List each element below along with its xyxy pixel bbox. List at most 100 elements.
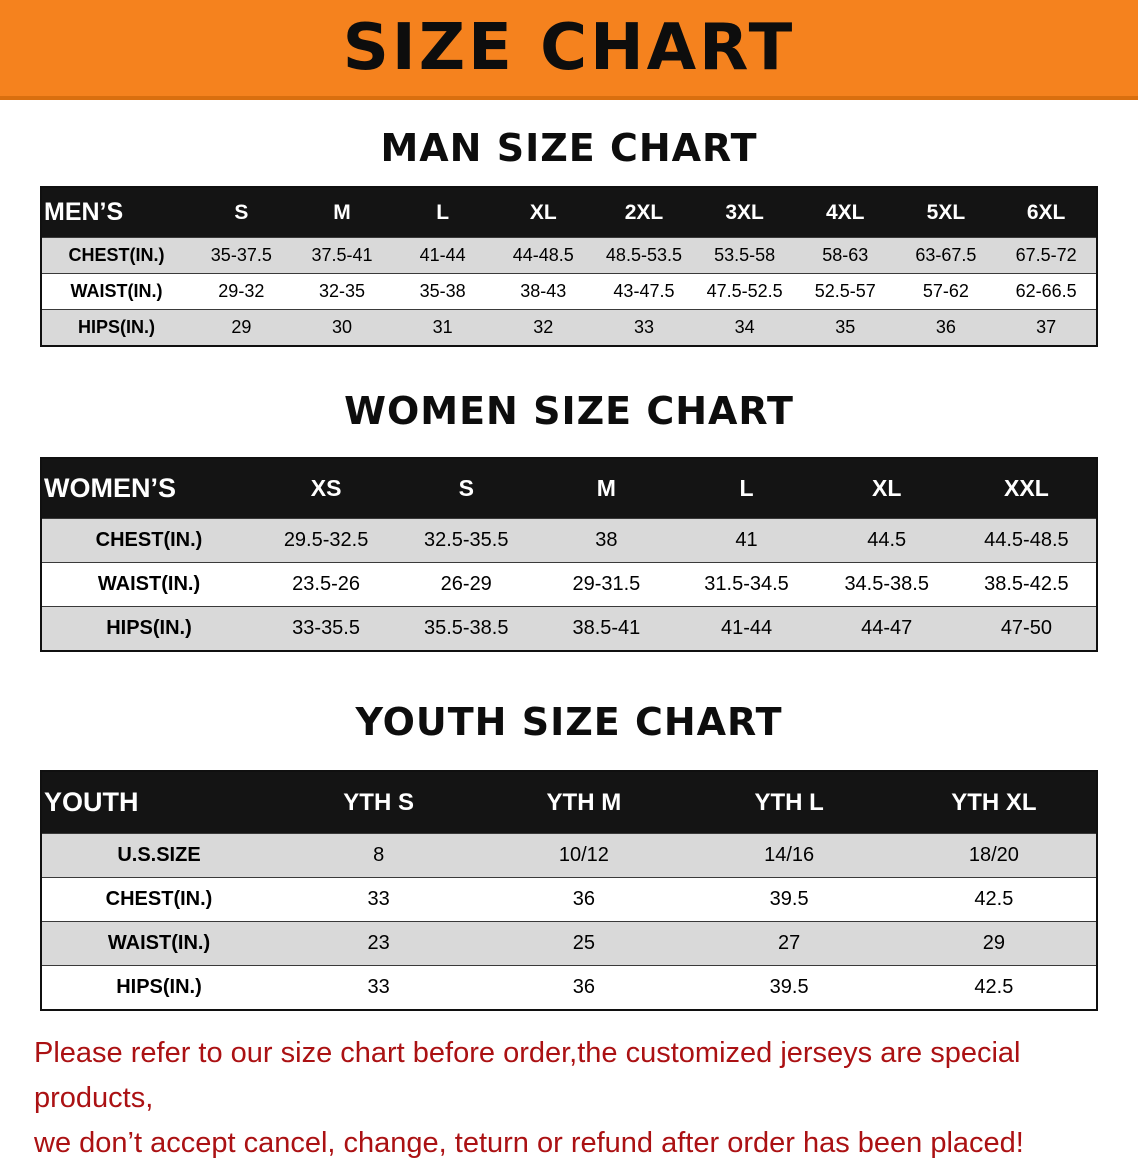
cell-value: 43-47.5: [613, 281, 675, 301]
row-label: CHEST(IN.): [105, 888, 213, 910]
men-size-table: MEN’S S M L XL 2XL 3XL 4XL 5XL 6XL CHEST(IN.) 35-37…: [40, 186, 1098, 347]
women-table-row: CHEST(IN.) 29.5-32.5 32.5-35.5 38 41 44.5 44.5…: [41, 518, 1097, 563]
women-size-table: WOMEN’S XS S M L XL XXL CHEST(IN.) 29.5-32.5 32.5…: [40, 457, 1098, 652]
cell-value: 44.5: [867, 529, 907, 551]
cell-value: 63-67.5: [915, 245, 977, 265]
cell-value: 35-38: [419, 281, 466, 301]
cell-value: 32.5-35.5: [423, 529, 509, 551]
women-size-column-header: XXL: [956, 458, 1097, 519]
men-table-row: HIPS(IN.) 29 30 31 32 33 34 35 36 37: [41, 309, 1097, 346]
cell-value: 62-66.5: [1015, 281, 1077, 301]
men-table-title: MEN’S: [41, 187, 191, 238]
women-size-column-header: M: [536, 458, 677, 519]
women-table-title: WOMEN’S: [41, 458, 256, 519]
row-label: HIPS(IN.): [116, 976, 202, 998]
cell-value: 36: [935, 317, 956, 337]
cell-value: 31.5-34.5: [704, 573, 789, 595]
cell-value: 27: [778, 932, 801, 954]
cell-value: 42.5: [974, 888, 1014, 910]
cell-value: 23: [367, 932, 390, 954]
cell-value: 44-47: [861, 617, 913, 639]
men-table-header-row: MEN’S S M L XL 2XL 3XL 4XL 5XL 6XL: [41, 187, 1097, 238]
cell-value: 48.5-53.5: [605, 245, 682, 265]
men-size-column-header: 3XL: [694, 187, 795, 238]
cell-value: 29-32: [218, 281, 265, 301]
row-label: HIPS(IN.): [106, 617, 192, 639]
men-size-column-header: S: [191, 187, 292, 238]
cell-value: 35-37.5: [210, 245, 272, 265]
row-label: HIPS(IN.): [77, 317, 155, 337]
cell-value: 29-31.5: [572, 573, 641, 595]
cell-value: 38: [595, 529, 618, 551]
youth-section-heading: YOUTH SIZE CHART: [355, 700, 783, 744]
cell-value: 38.5-41: [572, 617, 641, 639]
women-table-header-row: WOMEN’S XS S M L XL XXL: [41, 458, 1097, 519]
women-size-column-header: XL: [816, 458, 957, 519]
row-label: CHEST(IN.): [68, 245, 165, 265]
men-size-column-header: M: [291, 187, 393, 238]
cell-value: 44-48.5: [512, 245, 574, 265]
cell-value: 34: [734, 317, 755, 337]
cell-value: 37: [1036, 317, 1057, 337]
cell-value: 36: [572, 888, 595, 910]
cell-value: 35.5-38.5: [423, 617, 509, 639]
cell-value: 14/16: [764, 844, 815, 866]
cell-value: 10/12: [558, 844, 609, 866]
men-size-column-header: L: [392, 187, 493, 238]
cell-value: 33: [367, 976, 390, 998]
cell-value: 67.5-72: [1015, 245, 1077, 265]
cell-value: 39.5: [769, 888, 809, 910]
cell-value: 33: [633, 317, 654, 337]
cell-value: 53.5-58: [714, 245, 776, 265]
cell-value: 57-62: [922, 281, 969, 301]
cell-value: 33: [367, 888, 390, 910]
men-section-heading: MAN SIZE CHART: [380, 126, 758, 170]
banner: SIZE CHART: [0, 0, 1138, 100]
youth-table-header-row: YOUTH YTH S YTH M YTH L YTH XL: [41, 771, 1097, 834]
youth-table-row: CHEST(IN.) 33 36 39.5 42.5: [41, 877, 1097, 922]
cell-value: 25: [572, 932, 595, 954]
women-size-column-header: XS: [256, 458, 397, 519]
cell-value: 44.5-48.5: [984, 529, 1069, 551]
row-label: WAIST(IN.): [97, 573, 201, 595]
men-size-chart-section: MAN SIZE CHART MEN’S S M L XL 2XL 3XL 4XL 5XL 6XL C…: [0, 126, 1138, 347]
cell-value: 29.5-32.5: [283, 529, 369, 551]
youth-table-row: U.S.SIZE 8 10/12 14/16 18/20: [41, 833, 1097, 878]
men-size-column-header: XL: [492, 187, 594, 238]
women-size-chart-section: WOMEN SIZE CHART WOMEN’S XS S M L XL XXL CHEST(I…: [0, 389, 1138, 652]
men-size-column-header: 5XL: [895, 187, 997, 238]
sections: MAN SIZE CHART MEN’S S M L XL 2XL 3XL 4XL 5XL 6XL C…: [0, 126, 1138, 1011]
row-label: WAIST(IN.): [107, 932, 211, 954]
women-table-row: HIPS(IN.) 33-35.5 35.5-38.5 38.5-41 41-44 44-…: [41, 606, 1097, 651]
cell-value: 30: [331, 317, 352, 337]
cell-value: 29: [982, 932, 1005, 954]
youth-size-column-header: YTH M: [481, 771, 687, 834]
cell-value: 33-35.5: [292, 617, 360, 639]
cell-value: 32: [533, 317, 554, 337]
youth-size-column-header: YTH L: [686, 771, 892, 834]
row-label: CHEST(IN.): [95, 529, 203, 551]
youth-size-table: YOUTH YTH S YTH M YTH L YTH XL U.S.SIZE 8 10/12…: [40, 770, 1098, 1011]
disclaimer: Please refer to our size chart before or…: [0, 1031, 1138, 1166]
row-label: U.S.SIZE: [117, 844, 201, 866]
cell-value: 58-63: [822, 245, 869, 265]
cell-value: 34.5-38.5: [844, 573, 929, 595]
youth-size-column-header: YTH XL: [891, 771, 1097, 834]
page-title: SIZE CHART: [342, 11, 796, 85]
men-size-column-header: 4XL: [794, 187, 896, 238]
cell-value: 41-44: [720, 617, 773, 639]
row-label: WAIST(IN.): [70, 281, 163, 301]
disclaimer-line-2: we don’t accept cancel, change, teturn o…: [34, 1127, 1024, 1159]
cell-value: 47-50: [1000, 617, 1052, 639]
youth-table-title: YOUTH: [41, 771, 276, 834]
cell-value: 31: [432, 317, 453, 337]
cell-value: 52.5-57: [814, 281, 876, 301]
cell-value: 38-43: [520, 281, 567, 301]
cell-value: 47.5-52.5: [706, 281, 783, 301]
men-table-row: CHEST(IN.) 35-37.5 37.5-41 41-44 44-48.5 48.5…: [41, 237, 1097, 274]
cell-value: 23.5-26: [292, 573, 360, 595]
women-size-column-header: L: [676, 458, 817, 519]
men-size-column-header: 6XL: [996, 187, 1097, 238]
cell-value: 36: [572, 976, 595, 998]
youth-table-row: WAIST(IN.) 23 25 27 29: [41, 921, 1097, 966]
